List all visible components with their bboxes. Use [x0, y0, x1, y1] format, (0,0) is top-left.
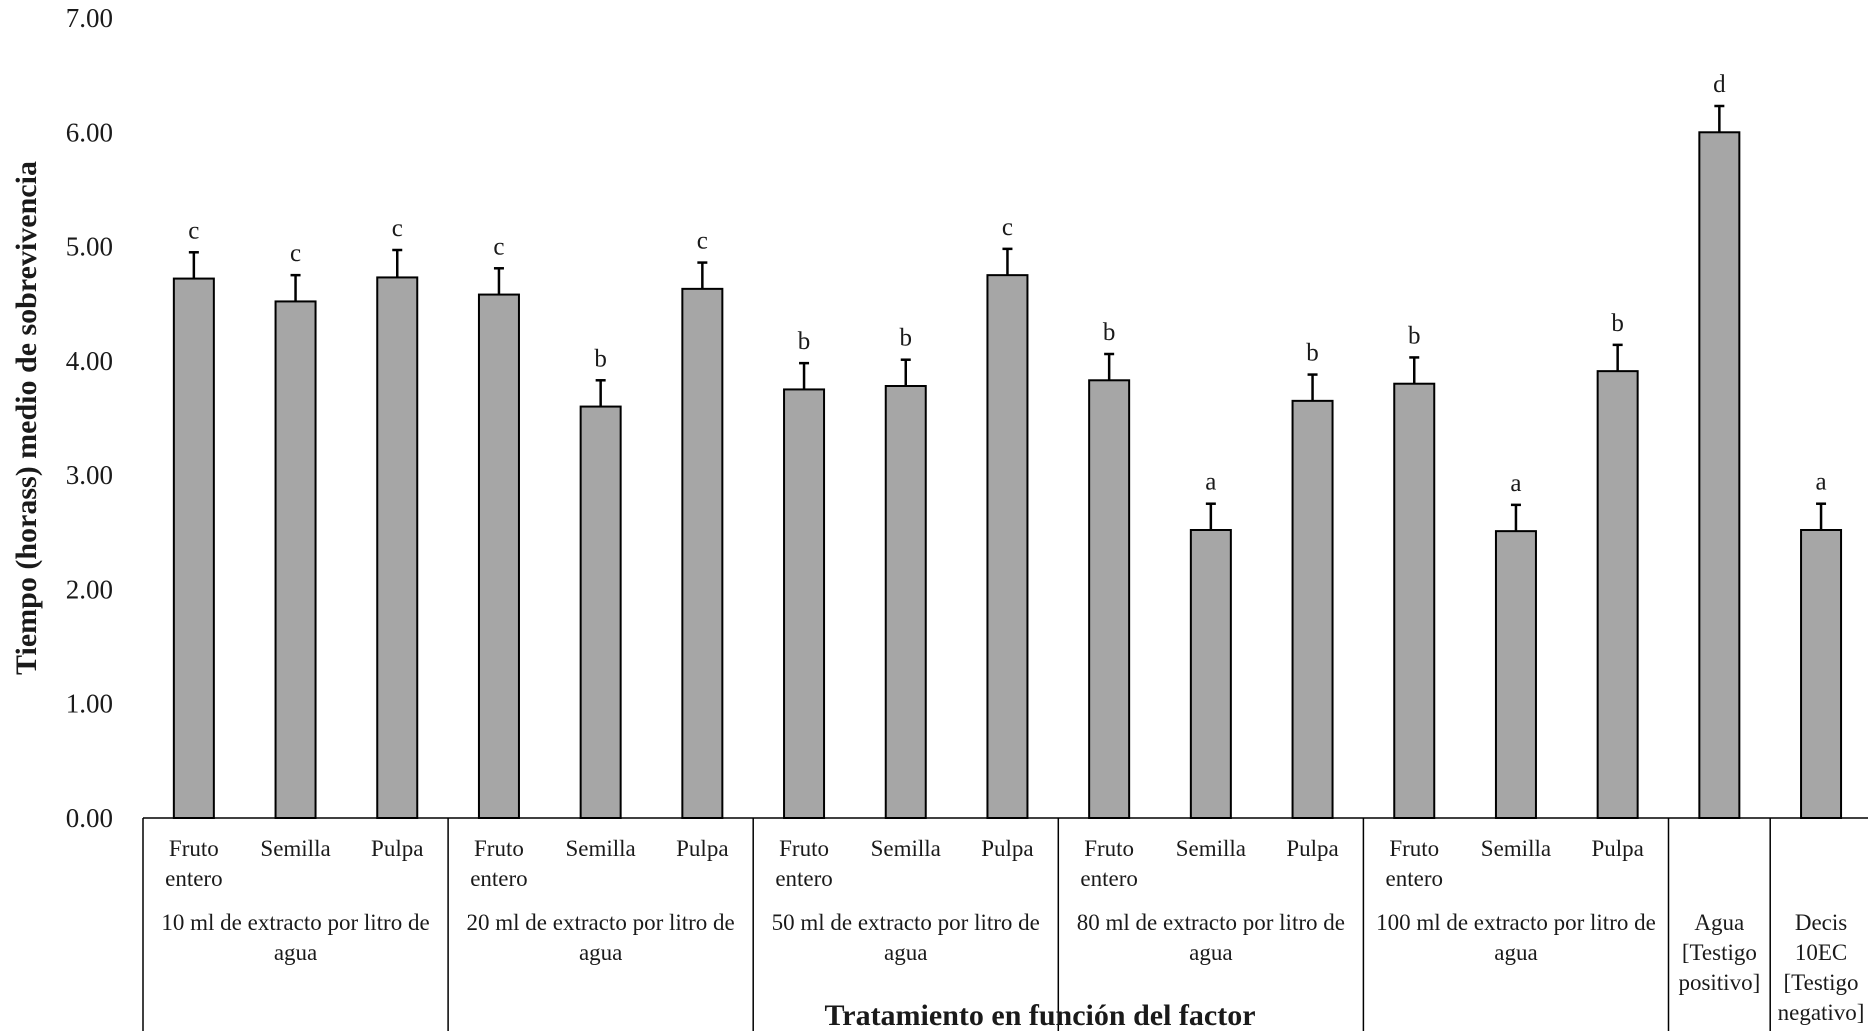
x-axis-table: Fruto entero Semilla Pulpa 10 ml de extracto… — [142, 817, 1868, 1031]
bar-category-label: entero — [165, 866, 222, 891]
group-label: negativo] — [1778, 1000, 1865, 1025]
bar — [1698, 131, 1741, 820]
y-tick-label: 6.00 — [66, 117, 113, 147]
group-label: 50 ml de extracto por litro de — [772, 910, 1040, 935]
significance-letter: c — [493, 233, 504, 260]
bar — [1596, 370, 1639, 819]
y-tick-label: 0.00 — [66, 803, 113, 833]
bar — [1291, 399, 1334, 819]
significance-letter: c — [290, 240, 301, 267]
bar-category-label: Semilla — [260, 836, 330, 861]
bar — [1494, 530, 1537, 820]
bar-category-label: Pulpa — [371, 836, 423, 861]
significance-letter: b — [798, 328, 811, 355]
bar — [1800, 529, 1843, 819]
bar-category-label: entero — [1080, 866, 1137, 891]
bar-category-label: Semilla — [871, 836, 941, 861]
y-tick-label: 3.00 — [66, 460, 113, 490]
significance-letter: a — [1205, 469, 1216, 496]
y-axis: 0.00 1.00 2.00 3.00 4.00 5.00 6.00 7.00 — [66, 3, 113, 833]
y-tick-label: 2.00 — [66, 574, 113, 604]
bar-category-label: Fruto — [474, 836, 524, 861]
bar-category-label: Fruto — [1389, 836, 1439, 861]
significance-letter: b — [900, 325, 913, 352]
significance-letter: a — [1510, 470, 1521, 497]
y-tick-label: 4.00 — [66, 346, 113, 376]
significance-letter: c — [1002, 214, 1013, 241]
significance-letter: d — [1713, 71, 1726, 98]
bar-category-label: Fruto — [169, 836, 219, 861]
bar-category-label: Fruto — [1084, 836, 1134, 861]
bar — [579, 405, 622, 819]
group-label: agua — [274, 940, 317, 965]
group-label: 20 ml de extracto por litro de — [467, 910, 735, 935]
bar — [884, 385, 927, 819]
group-label: 80 ml de extracto por litro de — [1077, 910, 1345, 935]
bar — [477, 293, 520, 820]
bars-layer: c c c c b c b b c b a b b a b d a — [172, 71, 1843, 820]
group-label: 100 ml de extracto por litro de — [1376, 910, 1656, 935]
bar-category-label: Pulpa — [981, 836, 1033, 861]
y-tick-label: 1.00 — [66, 689, 113, 719]
bar-category-label: entero — [1386, 866, 1443, 891]
group-label: [Testigo — [1682, 940, 1757, 965]
significance-letter: b — [1306, 340, 1319, 367]
group-label: Decis — [1795, 910, 1847, 935]
group-label: Agua — [1694, 910, 1744, 935]
y-tick-label: 7.00 — [66, 3, 113, 33]
bar-category-label: Semilla — [1481, 836, 1551, 861]
bar-category-label: Semilla — [566, 836, 636, 861]
significance-letter: b — [1611, 310, 1624, 337]
bar-category-label: entero — [470, 866, 527, 891]
bar — [986, 274, 1029, 819]
bar — [274, 300, 317, 819]
significance-letter: b — [1408, 322, 1421, 349]
significance-letter: b — [1103, 319, 1116, 346]
significance-letter: c — [188, 217, 199, 244]
bar-category-label: Pulpa — [1286, 836, 1338, 861]
group-label: agua — [1494, 940, 1537, 965]
group-label: [Testigo — [1784, 970, 1859, 995]
group-label: 10 ml de extracto por litro de — [161, 910, 429, 935]
bar — [1189, 529, 1232, 819]
y-axis-title: Tiempo (horass) medio de sobrevivencia — [10, 161, 43, 675]
bar-category-label: Pulpa — [1591, 836, 1643, 861]
bar — [1393, 382, 1436, 819]
significance-letter: b — [594, 345, 607, 372]
significance-letter: c — [392, 215, 403, 242]
group-label: 10EC — [1795, 940, 1847, 965]
bar-category-label: Pulpa — [676, 836, 728, 861]
group-label: agua — [1189, 940, 1232, 965]
bar — [172, 277, 215, 820]
x-axis-title: Tratamiento en función del factor — [824, 999, 1255, 1031]
bar-category-label: Semilla — [1176, 836, 1246, 861]
group-label: agua — [579, 940, 622, 965]
bar-category-label: Fruto — [779, 836, 829, 861]
group-label: agua — [884, 940, 927, 965]
significance-letter: a — [1815, 469, 1826, 496]
bar — [376, 276, 419, 819]
group-label: positivo] — [1678, 970, 1760, 995]
bar-category-label: entero — [775, 866, 832, 891]
bar — [681, 287, 724, 820]
bar — [783, 388, 826, 819]
y-tick-label: 5.00 — [66, 232, 113, 262]
bar — [1088, 379, 1131, 819]
significance-letter: c — [697, 228, 708, 255]
